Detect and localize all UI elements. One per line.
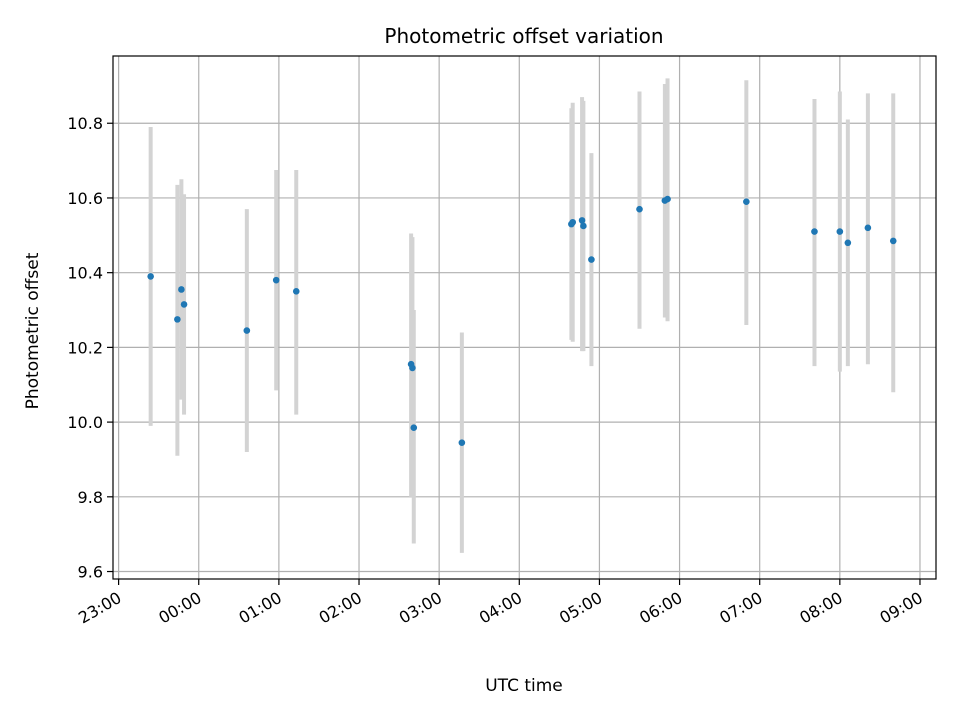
data-point <box>147 273 154 280</box>
data-point <box>272 276 280 284</box>
data-point <box>569 218 577 226</box>
data-point <box>458 439 466 446</box>
data-point <box>578 217 586 224</box>
data-point <box>811 228 818 235</box>
data-point <box>292 288 300 295</box>
y-tick-label: 10.6 <box>67 189 103 208</box>
y-tick-label: 10.4 <box>67 264 103 283</box>
data-point <box>178 286 185 293</box>
data-point <box>409 364 416 372</box>
data-point <box>243 327 251 334</box>
data-point <box>743 198 750 205</box>
data-point <box>410 424 418 432</box>
data-point <box>844 239 852 247</box>
y-tick-label: 10.8 <box>67 114 103 133</box>
y-tick-label: 9.6 <box>78 563 103 582</box>
data-point <box>180 301 188 308</box>
data-points <box>147 195 897 446</box>
data-point <box>864 224 872 232</box>
data-point <box>174 316 181 323</box>
x-axis-label: UTC time <box>485 676 563 696</box>
plot-frame <box>112 55 937 580</box>
data-point <box>580 222 587 230</box>
data-point <box>889 237 897 245</box>
y-tick-label: 10.0 <box>67 413 103 432</box>
y-tick-label: 10.2 <box>67 338 103 357</box>
data-point <box>836 228 844 235</box>
chart-title: Photometric offset variation <box>384 24 663 48</box>
y-axis-label: Photometric offset <box>23 252 43 409</box>
data-point <box>664 195 671 203</box>
y-axis-ticks: 9.6 9.8 10.0 10.2 10.4 10.6 10.8 <box>67 114 113 582</box>
data-point <box>588 256 595 263</box>
data-point <box>636 205 643 213</box>
y-tick-label: 9.8 <box>78 488 103 507</box>
